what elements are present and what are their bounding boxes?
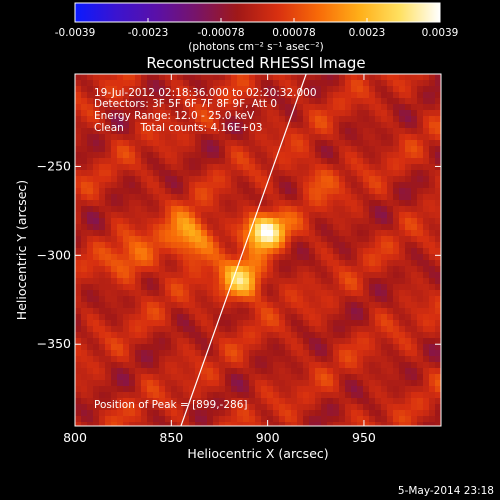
info-annotations: 19-Jul-2012 02:18:36.000 to 02:20:32.000… <box>94 87 317 411</box>
x-axis-tick-label: 900 <box>256 430 280 445</box>
colorbar-tick-label: -0.0039 <box>55 27 96 39</box>
colorbar-ticks: -0.0039 -0.0023 -0.00078 0.00078 0.0023 0.003… <box>55 18 459 39</box>
x-axis-tick-label: 850 <box>159 430 183 445</box>
colorbar-tick-label: -0.0023 <box>128 27 169 39</box>
colorbar-tick-label: 0.0039 <box>422 27 459 39</box>
plot-frame <box>74 73 442 427</box>
x-axis-label: Heliocentric X (arcsec) <box>187 446 328 461</box>
colorbar-tick-label: 0.00078 <box>272 27 315 39</box>
date-stamp: 5-May-2014 23:18 <box>398 485 494 497</box>
annotation-detectors: Detectors: 3F 5F 6F 7F 8F 9F, Att 0 <box>94 98 277 110</box>
peak-position-label: Position of Peak = [899,-286] <box>94 399 248 411</box>
y-axis-tick-label: −250 <box>37 158 71 173</box>
heatmap-image <box>75 74 441 426</box>
annotation-clean-counts: Clean Total counts: 4.16E+03 <box>94 122 263 134</box>
solar-limb-line <box>180 74 307 426</box>
colorbar-tick-label: -0.00078 <box>197 27 244 39</box>
y-axis-ticks: −250 −300 −350 <box>37 158 441 351</box>
y-axis-tick-label: −350 <box>37 336 71 351</box>
colorbar-unit-label: (photons cm⁻² s⁻¹ asec⁻²) <box>188 41 323 53</box>
x-axis-tick-label: 800 <box>63 430 87 445</box>
colorbar-bar <box>74 2 441 23</box>
x-axis-tick-label: 950 <box>352 430 376 445</box>
x-axis-ticks: 800 850 900 950 <box>63 74 376 445</box>
y-axis-tick-label: −300 <box>37 247 71 262</box>
y-axis-label: Heliocentric Y (arcsec) <box>14 180 29 320</box>
annotation-time-range: 19-Jul-2012 02:18:36.000 to 02:20:32.000 <box>94 87 317 99</box>
colorbar: -0.0039 -0.0023 -0.00078 0.00078 0.0023 0.003… <box>55 2 459 53</box>
plot-area: 800 850 900 950 −250 −300 −350 19-Jul-2012 02… <box>37 73 442 445</box>
colorbar-tick-label: 0.0023 <box>349 27 386 39</box>
annotation-energy-range: Energy Range: 12.0 - 25.0 keV <box>94 110 255 122</box>
chart-title: Reconstructed RHESSI Image <box>146 54 365 72</box>
